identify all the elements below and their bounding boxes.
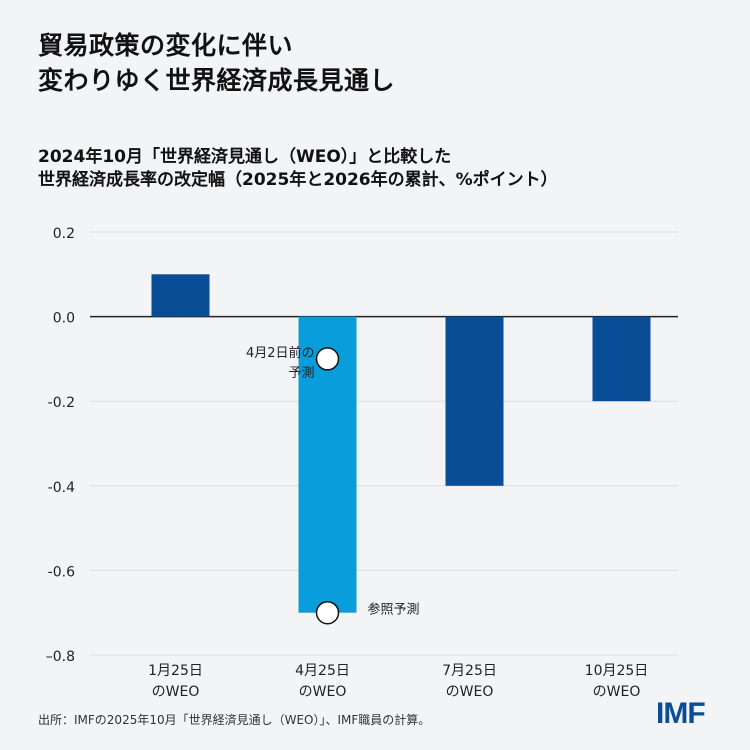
annotation-marker bbox=[315, 600, 340, 625]
x-tick-label: 10月25日 bbox=[585, 663, 649, 679]
bar bbox=[151, 274, 210, 317]
annotation-label: 4月2日前の bbox=[246, 345, 315, 361]
title-line-1: 貿易政策の変化に伴い bbox=[38, 31, 294, 60]
title-line-2: 変わりゆく世界経済成長見通し bbox=[38, 66, 396, 95]
x-tick-label: のWEO bbox=[446, 684, 494, 700]
page-title: 貿易政策の変化に伴い 変わりゆく世界経済成長見通し bbox=[38, 28, 395, 98]
subtitle-line-1: 2024年10月「世界経済見通し（WEO）」と比較した bbox=[38, 147, 452, 167]
annotation-label: 予測 bbox=[288, 366, 314, 381]
x-tick-label: のWEO bbox=[593, 684, 641, 700]
bar bbox=[445, 316, 504, 486]
x-tick-label: のWEO bbox=[152, 684, 200, 700]
x-tick-label: 1月25日 bbox=[148, 663, 203, 679]
annotation-marker bbox=[315, 347, 340, 371]
y-tick-label: 0.2 bbox=[53, 226, 75, 242]
y-tick-label: -0.2 bbox=[48, 395, 75, 411]
x-tick-label: 7月25日 bbox=[442, 663, 497, 679]
chart-subtitle: 2024年10月「世界経済見通し（WEO）」と比較した 世界経済成長率の改定幅（… bbox=[38, 146, 558, 192]
source-note: 出所：IMFの2025年10月「世界経済見通し（WEO）」、IMF職員の計算。 bbox=[38, 713, 431, 727]
x-tick-label: 4月25日 bbox=[295, 663, 350, 679]
y-tick-label: -0.6 bbox=[48, 564, 75, 580]
annotation-label: 参照予測 bbox=[368, 602, 420, 618]
y-tick-label: –0.8 bbox=[46, 649, 75, 665]
y-tick-label: -0.4 bbox=[48, 480, 75, 496]
x-tick-label: のWEO bbox=[299, 684, 347, 700]
y-tick-label: 0.0 bbox=[53, 311, 75, 327]
subtitle-line-2: 世界経済成長率の改定幅（2025年と2026年の累計、%ポイント） bbox=[38, 170, 558, 190]
imf-logo: IMF bbox=[656, 697, 706, 730]
bar bbox=[592, 316, 651, 402]
